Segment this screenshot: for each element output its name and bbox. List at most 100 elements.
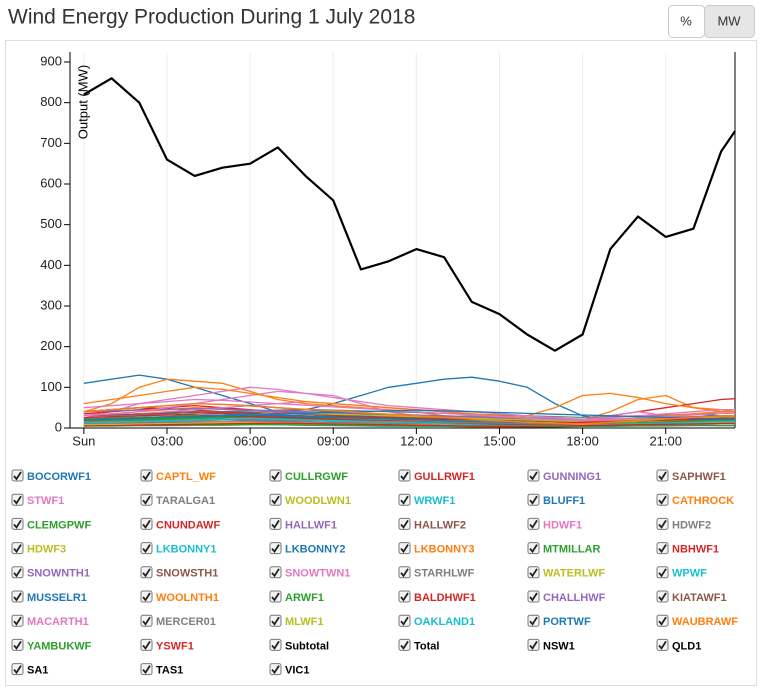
legend-item[interactable]: Total [398,638,439,652]
legend-item[interactable]: WATERLWF [527,566,605,580]
legend-checkbox[interactable] [398,590,411,603]
legend-item[interactable]: SNOWNTH1 [11,566,90,580]
legend-item[interactable]: WRWF1 [398,493,455,507]
legend-item[interactable]: BOCORWF1 [11,469,91,483]
legend-item[interactable]: LKBONNY2 [269,542,346,556]
legend-checkbox[interactable] [140,469,153,482]
legend-item[interactable]: QLD1 [656,638,701,652]
legend-item[interactable]: ARWF1 [269,590,324,604]
legend-item[interactable]: HALLWF2 [398,517,466,531]
legend-checkbox[interactable] [269,566,282,579]
legend-checkbox[interactable] [11,517,24,530]
legend-item[interactable]: KIATAWF1 [656,590,727,604]
legend-item[interactable]: CNUNDAWF [140,517,220,531]
legend-checkbox[interactable] [269,517,282,530]
legend-checkbox[interactable] [140,493,153,506]
legend-checkbox[interactable] [11,590,24,603]
legend-item[interactable]: WAUBRAWF [656,614,738,628]
legend-item[interactable]: YAMBUKWF [11,638,92,652]
legend-checkbox[interactable] [527,469,540,482]
legend-checkbox[interactable] [11,566,24,579]
legend-item[interactable]: LKBONNY1 [140,542,217,556]
legend-checkbox[interactable] [398,638,411,651]
legend-item[interactable]: GULLRWF1 [398,469,475,483]
legend-checkbox[interactable] [140,542,153,555]
legend-checkbox[interactable] [11,638,24,651]
legend-item[interactable]: NSW1 [527,638,575,652]
legend-checkbox[interactable] [140,517,153,530]
legend-checkbox[interactable] [11,542,24,555]
legend-item[interactable]: HALLWF1 [269,517,337,531]
legend-item[interactable]: BALDHWF1 [398,590,476,604]
legend-checkbox[interactable] [269,469,282,482]
legend-checkbox[interactable] [269,638,282,651]
legend-item[interactable]: OAKLAND1 [398,614,475,628]
legend-checkbox[interactable] [398,542,411,555]
legend-checkbox[interactable] [269,614,282,627]
legend-checkbox[interactable] [398,614,411,627]
legend-checkbox[interactable] [269,493,282,506]
legend-checkbox[interactable] [656,590,669,603]
legend-item[interactable]: MTMILLAR [527,542,600,556]
legend-item[interactable]: STWF1 [11,493,64,507]
legend-item[interactable]: GUNNING1 [527,469,601,483]
legend-item[interactable]: HDWF2 [656,517,711,531]
legend-item[interactable]: SA1 [11,663,48,677]
legend-checkbox[interactable] [269,542,282,555]
legend-item[interactable]: Subtotal [269,638,329,652]
legend-item[interactable]: MERCER01 [140,614,216,628]
legend-item[interactable]: CATHROCK [656,493,734,507]
legend-checkbox[interactable] [269,590,282,603]
legend-checkbox[interactable] [11,663,24,676]
legend-checkbox[interactable] [527,542,540,555]
legend-checkbox[interactable] [656,566,669,579]
legend-item[interactable]: TARALGA1 [140,493,215,507]
legend-item[interactable]: MLWF1 [269,614,324,628]
legend-checkbox[interactable] [140,590,153,603]
legend-checkbox[interactable] [398,493,411,506]
legend-checkbox[interactable] [398,517,411,530]
legend-checkbox[interactable] [140,638,153,651]
legend-checkbox[interactable] [269,663,282,676]
legend-checkbox[interactable] [527,638,540,651]
legend-item[interactable]: WOODLWN1 [269,493,351,507]
legend-checkbox[interactable] [527,493,540,506]
legend-item[interactable]: HDWF3 [11,542,66,556]
legend-checkbox[interactable] [11,469,24,482]
legend-checkbox[interactable] [140,614,153,627]
legend-checkbox[interactable] [527,614,540,627]
legend-item[interactable]: MUSSELR1 [11,590,87,604]
legend-item[interactable]: CULLRGWF [269,469,348,483]
legend-item[interactable]: SAPHWF1 [656,469,726,483]
legend-checkbox[interactable] [11,614,24,627]
legend-checkbox[interactable] [11,493,24,506]
legend-item[interactable]: VIC1 [269,663,309,677]
legend-item[interactable]: CHALLHWF [527,590,606,604]
legend-checkbox[interactable] [656,638,669,651]
legend-item[interactable]: NBHWF1 [656,542,719,556]
legend-item[interactable]: SNOWTWN1 [269,566,350,580]
legend-item[interactable]: STARHLWF [398,566,475,580]
legend-checkbox[interactable] [398,469,411,482]
legend-checkbox[interactable] [656,614,669,627]
mw-button[interactable] [704,5,755,38]
legend-item[interactable]: TAS1 [140,663,183,677]
legend-item[interactable]: MACARTH1 [11,614,89,628]
legend-checkbox[interactable] [656,542,669,555]
legend-item[interactable]: BLUFF1 [527,493,585,507]
legend-checkbox[interactable] [527,566,540,579]
legend-item[interactable]: LKBONNY3 [398,542,475,556]
legend-item[interactable]: YSWF1 [140,638,194,652]
legend-item[interactable]: WPWF [656,566,707,580]
legend-checkbox[interactable] [140,566,153,579]
legend-item[interactable]: WOOLNTH1 [140,590,219,604]
legend-item[interactable]: PORTWF [527,614,591,628]
legend-checkbox[interactable] [398,566,411,579]
legend-checkbox[interactable] [140,663,153,676]
legend-item[interactable]: CAPTL_WF [140,469,216,483]
legend-item[interactable]: HDWF1 [527,517,582,531]
legend-checkbox[interactable] [527,590,540,603]
legend-checkbox[interactable] [527,517,540,530]
legend-item[interactable]: SNOWSTH1 [140,566,218,580]
legend-checkbox[interactable] [656,469,669,482]
